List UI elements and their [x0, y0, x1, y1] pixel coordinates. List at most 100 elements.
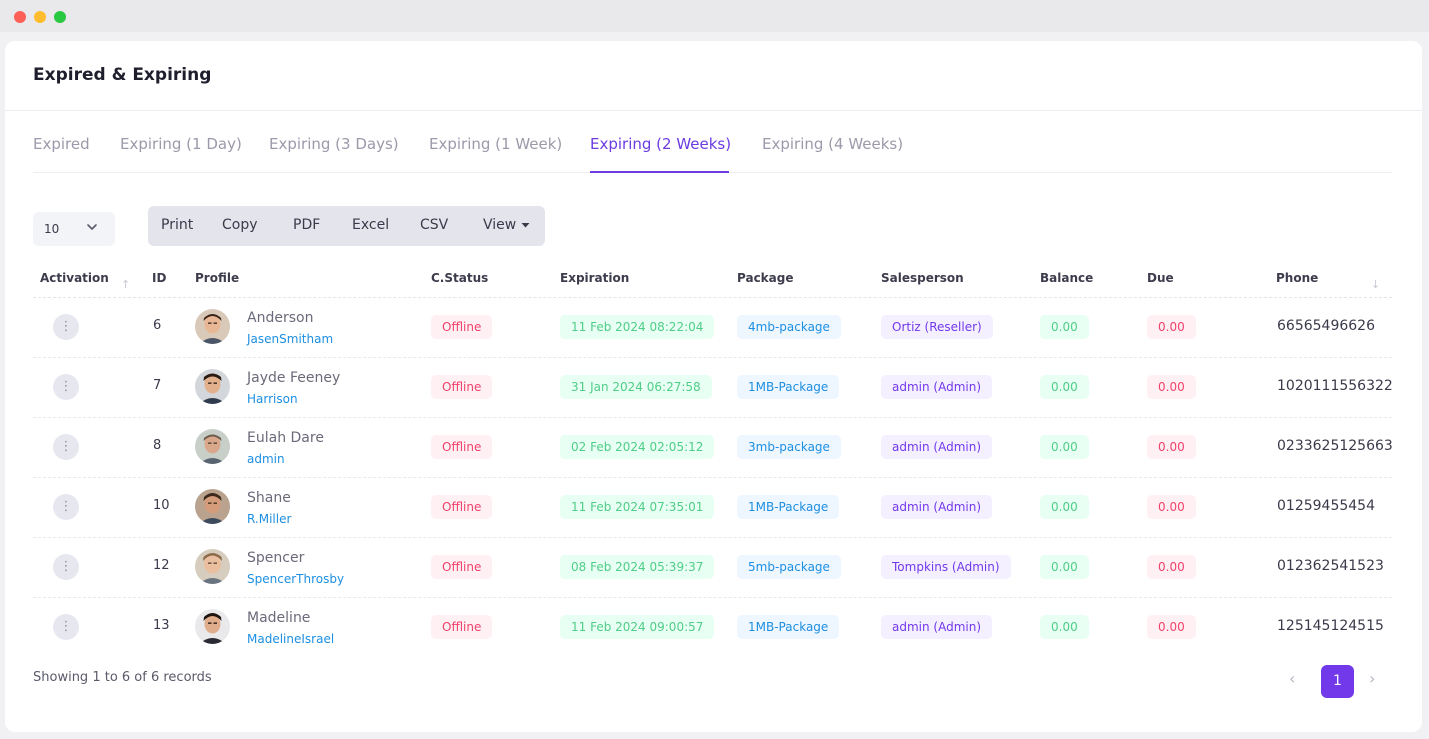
package-badge: 1MB-Package — [737, 375, 840, 399]
export-button-group: Print Copy PDF Excel CSV View — [148, 206, 545, 246]
chevron-down-icon — [85, 220, 99, 237]
maximize-window-button[interactable] — [54, 11, 66, 23]
package-badge: 4mb-package — [737, 315, 841, 339]
row-id: 7 — [153, 378, 162, 393]
balance-badge: 0.00 — [1040, 555, 1089, 579]
more-vertical-icon[interactable]: ⋮ — [53, 314, 79, 340]
tab-expiring-3-days[interactable]: Expiring (3 Days) — [269, 135, 399, 153]
csv-button[interactable]: CSV — [420, 217, 449, 233]
header-c-status[interactable]: C.Status — [431, 271, 489, 285]
header-balance[interactable]: Balance — [1040, 271, 1094, 285]
package-badge: 3mb-package — [737, 435, 841, 459]
more-vertical-icon[interactable]: ⋮ — [53, 494, 79, 520]
more-vertical-icon[interactable]: ⋮ — [53, 614, 79, 640]
status-badge: Offline — [431, 435, 493, 459]
expiry-tabs: Expired Expiring (1 Day) Expiring (3 Day… — [33, 128, 1392, 173]
table-header: Activation ↑ ID Profile C.Status Expirat… — [33, 261, 1392, 298]
salesperson-badge: admin (Admin) — [881, 375, 993, 399]
profile-name: Madeline — [247, 610, 311, 626]
sort-arrow-icon: ↑ — [121, 278, 131, 291]
caret-down-icon — [521, 217, 530, 233]
table-row: ⋮ 13 Madeline MadelineIsrael Offline 11 … — [33, 598, 1392, 658]
avatar — [195, 549, 230, 584]
status-badge: Offline — [431, 495, 493, 519]
avatar — [195, 609, 230, 644]
more-vertical-icon[interactable]: ⋮ — [53, 374, 79, 400]
tab-expiring-2-weeks[interactable]: Expiring (2 Weeks) — [590, 135, 732, 153]
tab-expiring-1-day[interactable]: Expiring (1 Day) — [120, 135, 242, 153]
active-tab-indicator — [590, 171, 729, 173]
tab-expiring-1-week[interactable]: Expiring (1 Week) — [429, 135, 563, 153]
salesperson-badge: Ortiz (Reseller) — [881, 315, 993, 339]
header-expiration[interactable]: Expiration — [560, 271, 630, 285]
table-row: ⋮ 10 Shane R.Miller Offline 11 Feb 2024 … — [33, 478, 1392, 538]
table-row: ⋮ 8 Eulah Dare admin Offline 02 Feb 2024… — [33, 418, 1393, 478]
pdf-button[interactable]: PDF — [293, 217, 321, 233]
avatar — [195, 489, 230, 524]
balance-badge: 0.00 — [1040, 615, 1089, 639]
header-phone[interactable]: Phone — [1276, 271, 1319, 285]
due-badge: 0.00 — [1147, 495, 1196, 519]
close-window-button[interactable] — [14, 11, 26, 23]
excel-button[interactable]: Excel — [352, 217, 390, 233]
table-row: ⋮ 7 Jayde Feeney Harrison Offline 31 Jan… — [33, 358, 1393, 418]
header-due[interactable]: Due — [1147, 271, 1174, 285]
profile-username-link[interactable]: Harrison — [247, 392, 298, 406]
table-row: ⋮ 6 Anderson JasenSmitham Offline 11 Feb… — [33, 298, 1392, 358]
window-titlebar — [0, 0, 1429, 32]
copy-button[interactable]: Copy — [222, 217, 258, 233]
chevron-left-icon[interactable]: ‹ — [1289, 669, 1296, 688]
profile-name: Anderson — [247, 310, 314, 326]
header-package[interactable]: Package — [737, 271, 794, 285]
expiration-badge: 11 Feb 2024 09:00:57 — [560, 615, 715, 639]
package-badge: 1MB-Package — [737, 615, 840, 639]
view-dropdown-button[interactable]: View — [483, 217, 530, 233]
due-badge: 0.00 — [1147, 555, 1196, 579]
more-vertical-icon[interactable]: ⋮ — [53, 434, 79, 460]
salesperson-badge: admin (Admin) — [881, 435, 993, 459]
row-id: 13 — [153, 618, 170, 633]
tab-expiring-4-weeks[interactable]: Expiring (4 Weeks) — [762, 135, 904, 153]
expiration-badge: 08 Feb 2024 05:39:37 — [560, 555, 715, 579]
page-length-select[interactable]: 10 — [33, 212, 115, 246]
expiration-badge: 11 Feb 2024 08:22:04 — [560, 315, 715, 339]
page-title: Expired & Expiring — [33, 65, 212, 85]
page-button-current[interactable]: 1 — [1321, 665, 1354, 698]
profile-name: Eulah Dare — [247, 430, 324, 446]
page-length-value: 10 — [44, 222, 60, 236]
row-id: 8 — [153, 438, 162, 453]
table-row: ⋮ 12 Spencer SpencerThrosby Offline 08 F… — [33, 538, 1392, 598]
chevron-right-icon[interactable]: › — [1369, 669, 1376, 688]
due-badge: 0.00 — [1147, 435, 1196, 459]
profile-username-link[interactable]: admin — [247, 452, 285, 466]
profile-username-link[interactable]: R.Miller — [247, 512, 292, 526]
minimize-window-button[interactable] — [34, 11, 46, 23]
header-profile[interactable]: Profile — [195, 271, 240, 285]
status-badge: Offline — [431, 615, 493, 639]
card-header: Expired & Expiring — [5, 41, 1422, 111]
package-badge: 1MB-Package — [737, 495, 840, 519]
expiration-badge: 31 Jan 2024 06:27:58 — [560, 375, 712, 399]
header-activation[interactable]: Activation — [40, 271, 109, 285]
expiration-badge: 02 Feb 2024 02:05:12 — [560, 435, 715, 459]
status-badge: Offline — [431, 375, 493, 399]
salesperson-badge: Tompkins (Admin) — [881, 555, 1011, 579]
print-button[interactable]: Print — [161, 217, 194, 233]
phone-number: 012362541523 — [1277, 558, 1384, 574]
due-badge: 0.00 — [1147, 375, 1196, 399]
profile-username-link[interactable]: MadelineIsrael — [247, 632, 335, 646]
row-id: 12 — [153, 558, 170, 573]
header-salesperson[interactable]: Salesperson — [881, 271, 964, 285]
expired-expiring-card: Expired & Expiring Expired Expiring (1 D… — [5, 41, 1422, 732]
profile-username-link[interactable]: SpencerThrosby — [247, 572, 345, 586]
package-badge: 5mb-package — [737, 555, 841, 579]
header-id[interactable]: ID — [152, 271, 167, 285]
profile-username-link[interactable]: JasenSmitham — [247, 332, 334, 346]
tab-expired[interactable]: Expired — [33, 135, 90, 153]
phone-number: 0233625125663 — [1277, 438, 1393, 454]
row-id: 6 — [153, 318, 162, 333]
avatar — [195, 369, 230, 404]
status-badge: Offline — [431, 315, 493, 339]
avatar — [195, 309, 230, 344]
more-vertical-icon[interactable]: ⋮ — [53, 554, 79, 580]
